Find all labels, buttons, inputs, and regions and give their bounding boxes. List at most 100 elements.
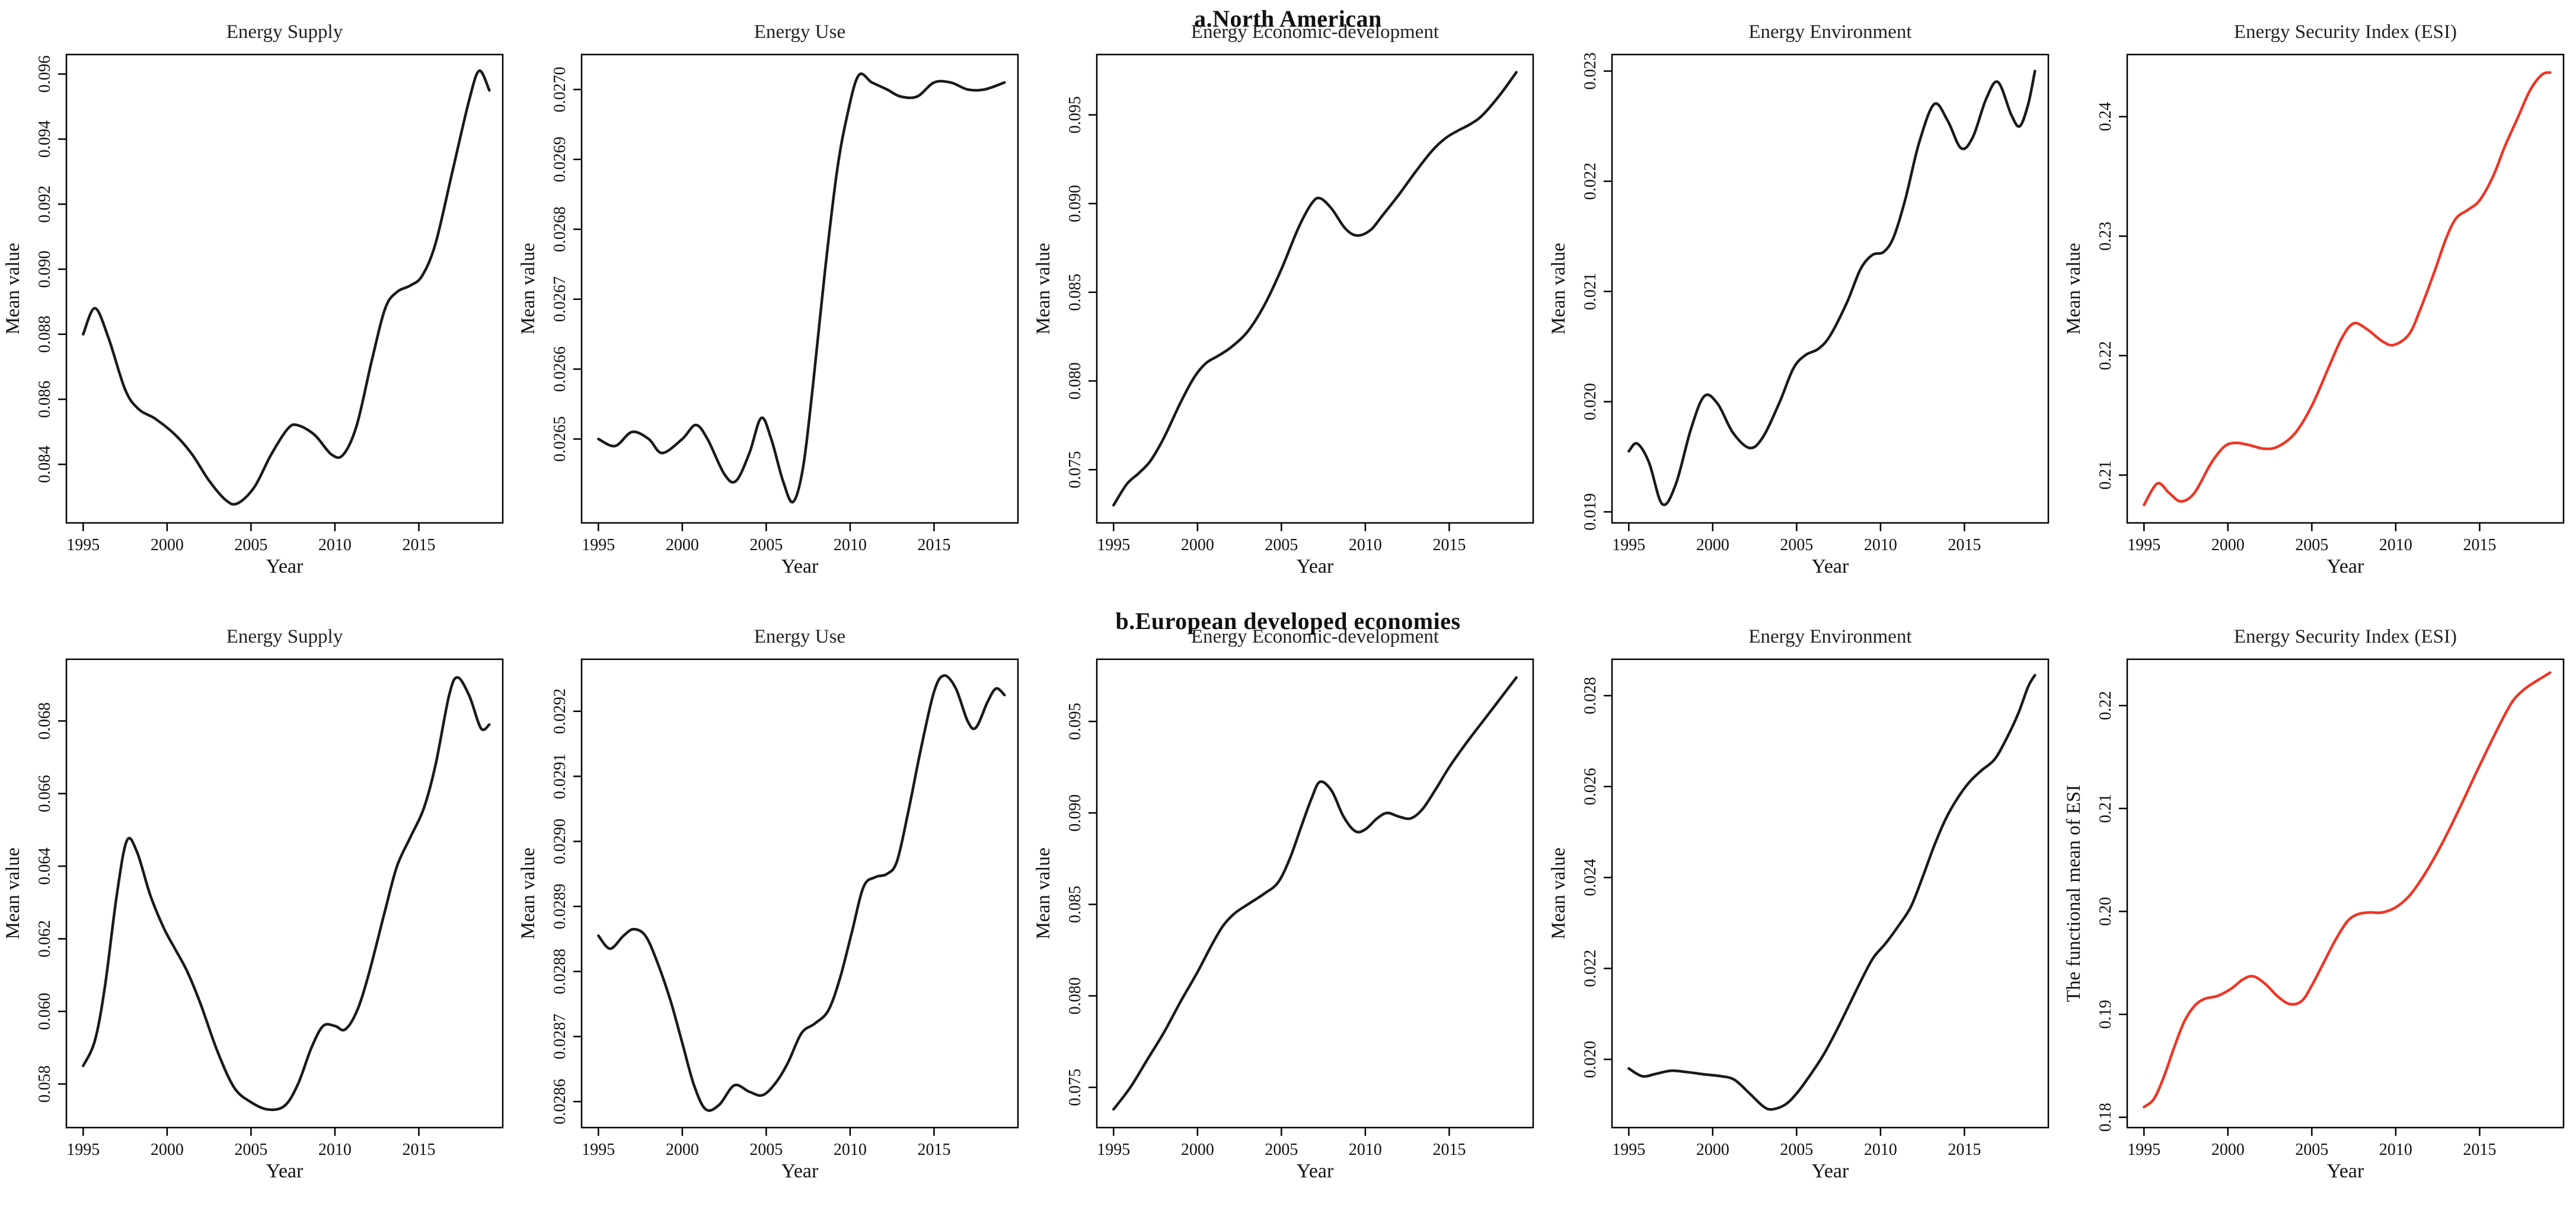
y-axis-label: Mean value — [1548, 848, 1569, 940]
x-tick-label: 2010 — [834, 536, 867, 554]
y-tick-label: 0.020 — [1581, 383, 1600, 420]
x-tick-label: 2005 — [2295, 1141, 2328, 1159]
x-tick-label: 2015 — [402, 536, 435, 554]
chart-title: Energy Environment — [1748, 626, 1911, 647]
x-tick-label: 2015 — [917, 1141, 950, 1159]
chart-panel-a-esi: Energy Security Index (ESI) Year Mean valu… — [2061, 0, 2576, 605]
y-tick-label: 0.090 — [1066, 794, 1084, 832]
y-tick-label: 0.0286 — [551, 1079, 569, 1125]
x-tick-label: 2000 — [666, 536, 699, 554]
x-tick-label: 2000 — [2211, 536, 2245, 554]
x-tick-label: 2010 — [318, 1141, 352, 1159]
plot-box — [1611, 53, 2050, 524]
y-tick-label: 0.028 — [1581, 677, 1600, 714]
y-tick-label: 0.0287 — [551, 1014, 569, 1059]
x-tick-label: 2015 — [2463, 1141, 2496, 1159]
y-tick-label: 0.088 — [36, 315, 54, 353]
x-tick-label: 2005 — [749, 1141, 783, 1159]
chart-title: Energy Environment — [1748, 21, 1911, 43]
x-tick-label: 1995 — [1097, 536, 1130, 554]
series-line — [82, 69, 491, 506]
plot-box — [65, 53, 504, 524]
y-tick-label: 0.0289 — [551, 883, 569, 929]
y-tick-label: 0.096 — [36, 55, 54, 92]
y-tick-label: 0.022 — [1581, 950, 1600, 987]
x-tick-label: 1995 — [1612, 1141, 1645, 1159]
y-axis-label: The functional mean of ESI — [2063, 785, 2085, 1003]
plot-box — [1096, 53, 1534, 524]
y-tick-label: 0.026 — [1581, 768, 1600, 805]
chart-panel-b-esi: Energy Security Index (ESI) Year The funct… — [2061, 605, 2576, 1209]
x-tick-label: 1995 — [582, 1141, 615, 1159]
x-axis-label: Year — [266, 555, 304, 577]
series-line — [1112, 676, 1518, 1111]
x-tick-label: 2015 — [1948, 536, 1981, 554]
x-tick-label: 2005 — [1265, 536, 1298, 554]
plot-box — [580, 658, 1019, 1129]
x-tick-label: 2000 — [1181, 536, 1214, 554]
y-tick-label: 0.090 — [36, 251, 54, 288]
y-tick-label: 0.085 — [1066, 886, 1084, 923]
chart-title: Energy Use — [754, 21, 845, 43]
plot-box — [65, 658, 504, 1129]
y-tick-label: 0.075 — [1066, 451, 1084, 489]
plot-box — [2126, 53, 2565, 524]
y-tick-label: 0.092 — [36, 186, 54, 223]
y-tick-label: 0.060 — [36, 993, 54, 1030]
y-tick-label: 0.0290 — [551, 819, 569, 864]
y-tick-label: 0.0288 — [551, 949, 569, 994]
y-tick-label: 0.080 — [1066, 362, 1084, 400]
y-axis-label: Mean value — [2, 243, 24, 335]
x-tick-label: 2005 — [234, 1141, 267, 1159]
chart-svg: Energy Supply Year Mean value 1995 2000 2005 2… — [2, 21, 504, 577]
chart-title: Energy Security Index (ESI) — [2234, 21, 2457, 43]
x-tick-label: 2015 — [1432, 536, 1466, 554]
x-tick-label: 2010 — [834, 1141, 867, 1159]
y-tick-label: 0.0268 — [551, 206, 569, 252]
y-tick-label: 0.021 — [1581, 273, 1600, 310]
y-tick-label: 0.068 — [36, 703, 54, 740]
y-tick-label: 0.066 — [36, 775, 54, 812]
y-tick-label: 0.064 — [36, 848, 54, 885]
chart-panel-b-economic-development: Energy Economic-development Year Mean valu… — [1030, 605, 1546, 1209]
x-axis-label: Year — [1812, 555, 1849, 577]
x-tick-label: 1995 — [66, 1141, 100, 1159]
y-tick-label: 0.22 — [2096, 691, 2115, 720]
x-tick-label: 2005 — [1265, 1141, 1298, 1159]
y-tick-label: 0.18 — [2096, 1103, 2115, 1132]
chart-svg: Energy Security Index (ESI) Year The funct… — [2063, 626, 2565, 1182]
x-axis-label: Year — [1297, 1160, 1334, 1182]
x-axis-label: Year — [781, 1160, 819, 1182]
series-line — [2143, 71, 2552, 507]
y-tick-label: 0.085 — [1066, 273, 1084, 311]
x-tick-label: 1995 — [2127, 536, 2160, 554]
x-tick-label: 2015 — [1948, 1141, 1981, 1159]
chart-title: Energy Economic-development — [1191, 21, 1439, 43]
series-line — [2143, 671, 2552, 1109]
x-tick-label: 2015 — [402, 1141, 435, 1159]
chart-title: Energy Supply — [226, 626, 343, 647]
x-tick-label: 2000 — [1696, 1141, 1729, 1159]
x-tick-label: 2000 — [2211, 1141, 2245, 1159]
y-tick-label: 0.080 — [1066, 977, 1084, 1014]
x-axis-label: Year — [781, 555, 819, 577]
y-tick-label: 0.019 — [1581, 493, 1600, 531]
y-tick-label: 0.086 — [36, 381, 54, 418]
y-tick-label: 0.095 — [1066, 703, 1084, 740]
chart-panel-b-environment: Energy Environment Year Mean value 1995 2000… — [1546, 605, 2061, 1209]
x-axis-label: Year — [1297, 555, 1334, 577]
y-tick-label: 0.24 — [2096, 102, 2115, 131]
chart-panel-b-energy-use: Energy Use Year Mean value 1995 2000 2005 2010… — [515, 605, 1030, 1209]
y-tick-label: 0.075 — [1066, 1069, 1084, 1106]
y-tick-label: 0.22 — [2096, 341, 2115, 370]
chart-svg: Energy Use Year Mean value 1995 2000 2005 2010… — [518, 21, 1019, 577]
x-tick-label: 2005 — [1780, 536, 1813, 554]
chart-panel-a-environment: Energy Environment Year Mean value 1995 2000… — [1546, 0, 2061, 605]
x-tick-label: 2010 — [1349, 536, 1382, 554]
y-tick-label: 0.0267 — [551, 276, 569, 322]
chart-svg: Energy Security Index (ESI) Year Mean valu… — [2063, 21, 2565, 577]
x-axis-label: Year — [1812, 1160, 1849, 1182]
y-axis-label: Mean value — [2, 848, 24, 940]
y-tick-label: 0.094 — [36, 120, 54, 158]
row-title-north-american: a.North American — [1194, 5, 1382, 32]
